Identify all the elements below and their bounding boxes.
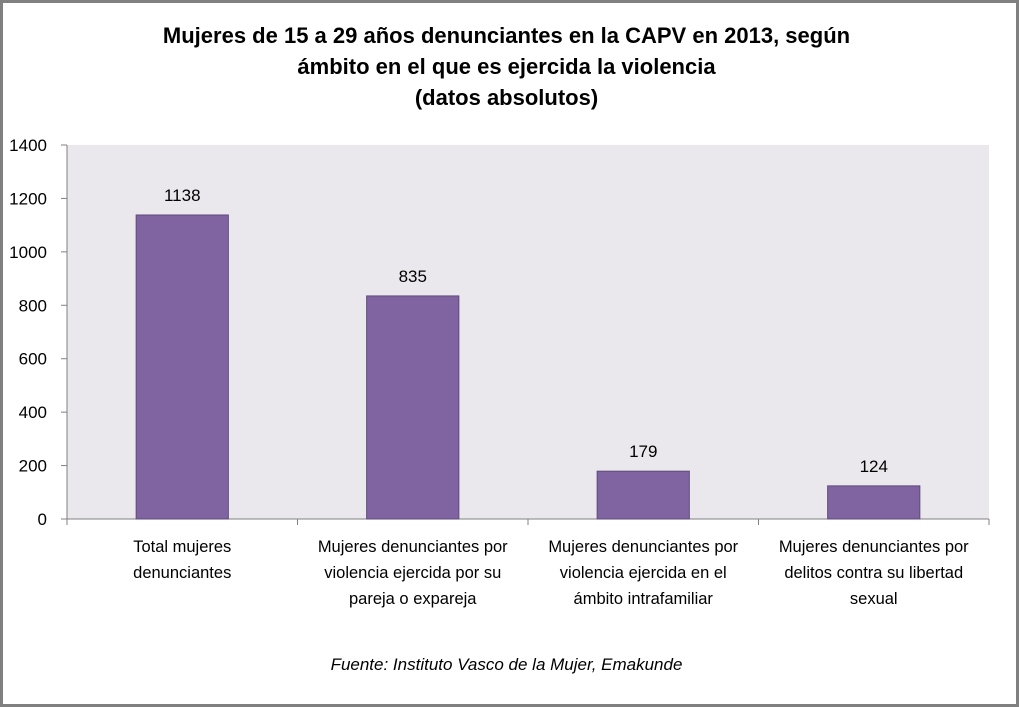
y-tick-label: 200: [19, 457, 47, 476]
x-category-label-line: violencia ejercida por su: [324, 564, 502, 582]
x-category-label-line: ámbito intrafamiliar: [573, 590, 713, 608]
y-tick-label: 1400: [9, 136, 47, 155]
x-category-label: Mujeres denunciantes por delitos contra s…: [760, 534, 988, 612]
bar: [827, 485, 921, 520]
data-label: 179: [629, 442, 657, 461]
x-category-label-line: Mujeres denunciantes por: [317, 538, 508, 556]
x-category-label-line: delitos contra su libertad: [784, 564, 964, 582]
x-category-label-line: Mujeres denunciantes por: [548, 538, 739, 556]
x-category-label-line: denunciantes: [133, 564, 232, 582]
x-category-label: Total mujeres denunciantes: [68, 534, 296, 586]
y-tick-label: 600: [19, 350, 47, 369]
data-label: 835: [399, 267, 427, 286]
bar: [135, 214, 229, 520]
y-tick-label: 800: [19, 296, 47, 315]
y-tick-label: 1200: [9, 189, 47, 208]
y-tick-label: 1000: [9, 243, 47, 262]
bar: [366, 295, 460, 520]
y-tick-label: 0: [38, 510, 47, 529]
chart-title: Mujeres de 15 a 29 años denunciantes en …: [0, 20, 1013, 113]
data-label: 1138: [164, 186, 201, 205]
x-category-label-line: Total mujeres: [133, 538, 232, 556]
x-category-label-line: pareja o expareja: [348, 590, 477, 608]
x-category-label: Mujeres denunciantes por violencia ejerci…: [299, 534, 527, 612]
x-category-label-line: Mujeres denunciantes por: [778, 538, 969, 556]
chart-title-line-1: Mujeres de 15 a 29 años denunciantes en …: [162, 23, 851, 48]
x-category-label: Mujeres denunciantes por violencia ejerci…: [529, 534, 757, 612]
chart-title-line-2: ámbito en el que es ejercida la violenci…: [297, 54, 716, 79]
x-category-label-line: sexual: [849, 590, 898, 608]
chart-title-line-3: (datos absolutos): [414, 85, 599, 110]
y-tick-label: 400: [19, 403, 47, 422]
data-label: 124: [860, 457, 888, 476]
x-category-label-line: violencia ejercida en el: [559, 564, 727, 582]
source-note: Fuente: Instituto Vasco de la Mujer, Ema…: [330, 655, 683, 674]
bar: [596, 470, 690, 520]
